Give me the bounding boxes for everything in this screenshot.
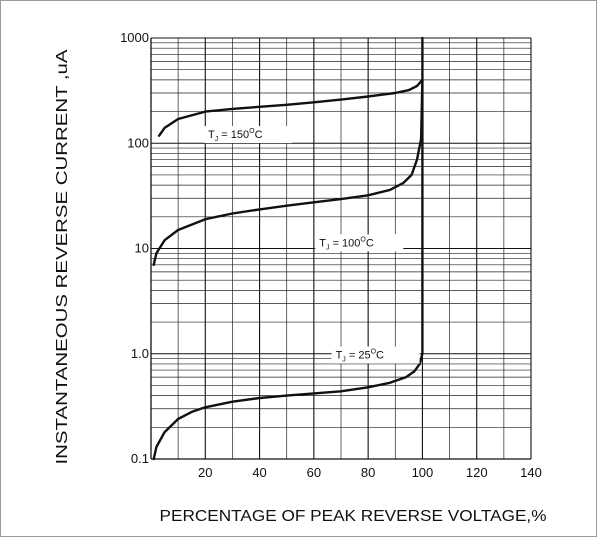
annotation-bg bbox=[315, 234, 404, 252]
annotation-part: J bbox=[342, 357, 346, 364]
series-annotation-2: TJ = 25OC bbox=[336, 349, 384, 364]
annotation-part: C bbox=[366, 237, 374, 249]
annotation-part: T bbox=[336, 350, 343, 362]
x-tick-label: 120 bbox=[466, 465, 488, 480]
x-axis-title: PERCENTAGE OF PEAK REVERSE VOLTAGE,% bbox=[160, 508, 547, 525]
annotation-part: = 150 bbox=[218, 129, 249, 141]
x-tick-label: 140 bbox=[520, 465, 542, 480]
series-line-1 bbox=[152, 78, 424, 266]
annotation-bg bbox=[204, 126, 292, 144]
x-tick-label: 80 bbox=[361, 465, 375, 480]
annotation-part: O bbox=[371, 349, 377, 356]
x-tick-labels: 20 40 60 80 100 120 140 bbox=[198, 465, 542, 480]
annotation-part: O bbox=[360, 236, 366, 243]
annotation-part: J bbox=[326, 244, 330, 251]
annotation-part: T bbox=[319, 237, 326, 249]
annotation-part: J bbox=[215, 136, 219, 143]
x-tick-label: 100 bbox=[412, 465, 434, 480]
x-tick-label: 60 bbox=[307, 465, 321, 480]
y-tick-label: 1.0 bbox=[131, 346, 149, 361]
annotation-part: = 25 bbox=[346, 350, 371, 362]
annotation-part: C bbox=[376, 350, 384, 362]
series-line-0 bbox=[157, 78, 424, 137]
series-lines bbox=[152, 36, 424, 461]
series-annotation-1: TJ = 100OC bbox=[319, 236, 374, 251]
annotation-part: O bbox=[249, 128, 255, 135]
minor-gridlines bbox=[151, 38, 531, 459]
y-tick-label: 1000 bbox=[120, 30, 149, 45]
y-tick-label: 0.1 bbox=[131, 451, 149, 466]
x-tick-label: 40 bbox=[252, 465, 266, 480]
y-tick-labels: 0.1 1.0 10 100 1000 bbox=[120, 30, 149, 466]
y-tick-label: 10 bbox=[135, 241, 149, 256]
annotation-part: = 100 bbox=[330, 237, 361, 249]
x-tick-label: 20 bbox=[198, 465, 212, 480]
annotation-bg bbox=[331, 346, 420, 364]
y-tick-label: 100 bbox=[127, 135, 149, 150]
y-axis-title: INSTANTANEOUS REVERSE CURRENT ,uA bbox=[54, 49, 71, 464]
series-line-2 bbox=[152, 36, 424, 461]
series-annotation-0: TJ = 150OC bbox=[208, 128, 263, 143]
annotation-part: C bbox=[255, 129, 263, 141]
annotation-part: T bbox=[208, 129, 215, 141]
